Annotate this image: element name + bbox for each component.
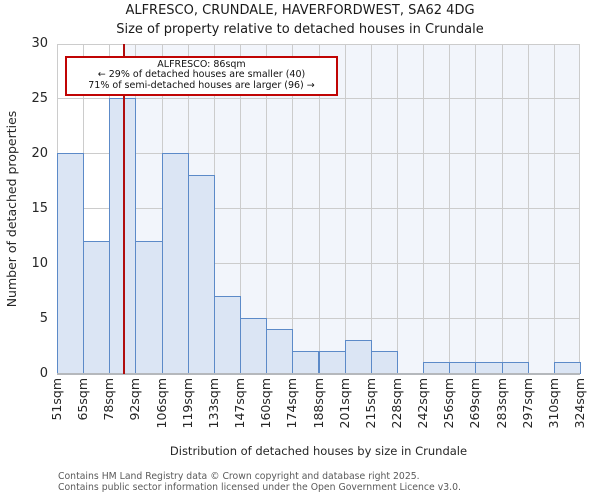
vertical-gridline [449, 44, 451, 374]
y-tick-label: 10 [31, 256, 48, 271]
vertical-gridline [266, 44, 268, 374]
horizontal-gridline [57, 153, 580, 154]
plot-area: ALFRESCO: 86sqm ← 29% of detached houses… [57, 44, 581, 375]
y-tick-label: 20 [31, 146, 48, 161]
histogram-bar [266, 329, 294, 374]
x-tick-label: 78sqm [101, 378, 117, 421]
vertical-gridline [553, 44, 555, 374]
histogram-bar [213, 296, 242, 374]
annotation-title: ALFRESCO: 86sqm [157, 59, 246, 70]
horizontal-gridline [57, 208, 580, 209]
marker-annotation: ALFRESCO: 86sqm ← 29% of detached houses… [65, 56, 338, 97]
vertical-gridline [370, 44, 372, 374]
property-size-marker-line [123, 44, 126, 374]
x-tick-label: 133sqm [205, 378, 221, 429]
histogram-bar [240, 318, 268, 374]
x-axis-line [57, 373, 580, 375]
annotation-smaller-text: ← 29% of detached houses are smaller (40… [97, 69, 306, 81]
y-tick-label: 0 [39, 366, 48, 381]
x-tick-label: 174sqm [284, 378, 300, 429]
x-tick-label: 283sqm [493, 378, 509, 429]
histogram-bar [83, 241, 111, 374]
y-tick-label: 25 [31, 91, 48, 106]
horizontal-gridline [57, 318, 580, 319]
histogram-bar [135, 241, 163, 374]
x-tick-label: 324sqm [572, 378, 587, 429]
histogram-bar [187, 175, 215, 374]
x-tick-label: 201sqm [336, 378, 352, 429]
x-tick-label: 92sqm [127, 378, 143, 421]
vertical-gridline [396, 44, 398, 374]
histogram-bar [318, 351, 346, 374]
x-tick-label: 256sqm [441, 378, 457, 429]
vertical-gridline [423, 44, 425, 374]
chart-title: ALFRESCO, CRUNDALE, HAVERFORDWEST, SA62 … [125, 3, 475, 18]
x-tick-label: 65sqm [75, 378, 91, 421]
vertical-gridline [579, 44, 580, 374]
annotation-larger-text: 71% of semi-detached houses are larger (… [88, 79, 315, 91]
x-tick-label: 160sqm [258, 378, 274, 429]
vertical-gridline [318, 44, 320, 374]
x-tick-label: 147sqm [232, 378, 248, 429]
x-axis-label: Distribution of detached houses by size … [169, 444, 468, 458]
vertical-gridline [240, 44, 242, 374]
x-tick-label: 106sqm [153, 378, 169, 429]
x-tick-label: 310sqm [545, 378, 561, 429]
vertical-gridline [344, 44, 346, 374]
y-tick-label: 30 [31, 36, 48, 51]
y-tick-label: 15 [31, 201, 48, 216]
x-tick-label: 215sqm [362, 378, 378, 429]
horizontal-gridline [57, 44, 580, 45]
histogram-bar [370, 351, 398, 374]
chart-subtitle: Size of property relative to detached ho… [116, 22, 484, 37]
x-tick-label: 119sqm [179, 378, 195, 429]
attribution-footer: Contains HM Land Registry data © Crown c… [58, 471, 461, 493]
x-tick-label: 51sqm [49, 378, 64, 421]
histogram-bar [57, 153, 85, 374]
vertical-gridline [292, 44, 294, 374]
footer-line-1: Contains HM Land Registry data © Crown c… [58, 471, 420, 482]
horizontal-gridline [57, 263, 580, 264]
histogram-bar [292, 351, 320, 374]
vertical-gridline [527, 44, 529, 374]
y-tick-label: 5 [39, 311, 48, 326]
x-tick-label: 297sqm [519, 378, 535, 429]
x-tick-label: 188sqm [310, 378, 326, 429]
x-tick-label: 242sqm [415, 378, 431, 429]
footer-line-2: Contains public sector information licen… [58, 482, 461, 493]
histogram-bar [344, 340, 372, 374]
x-tick-label: 269sqm [467, 378, 483, 429]
vertical-gridline [475, 44, 477, 374]
vertical-gridline [501, 44, 503, 374]
x-tick-label: 228sqm [388, 378, 404, 429]
histogram-bar [161, 153, 189, 374]
horizontal-gridline [57, 98, 580, 99]
